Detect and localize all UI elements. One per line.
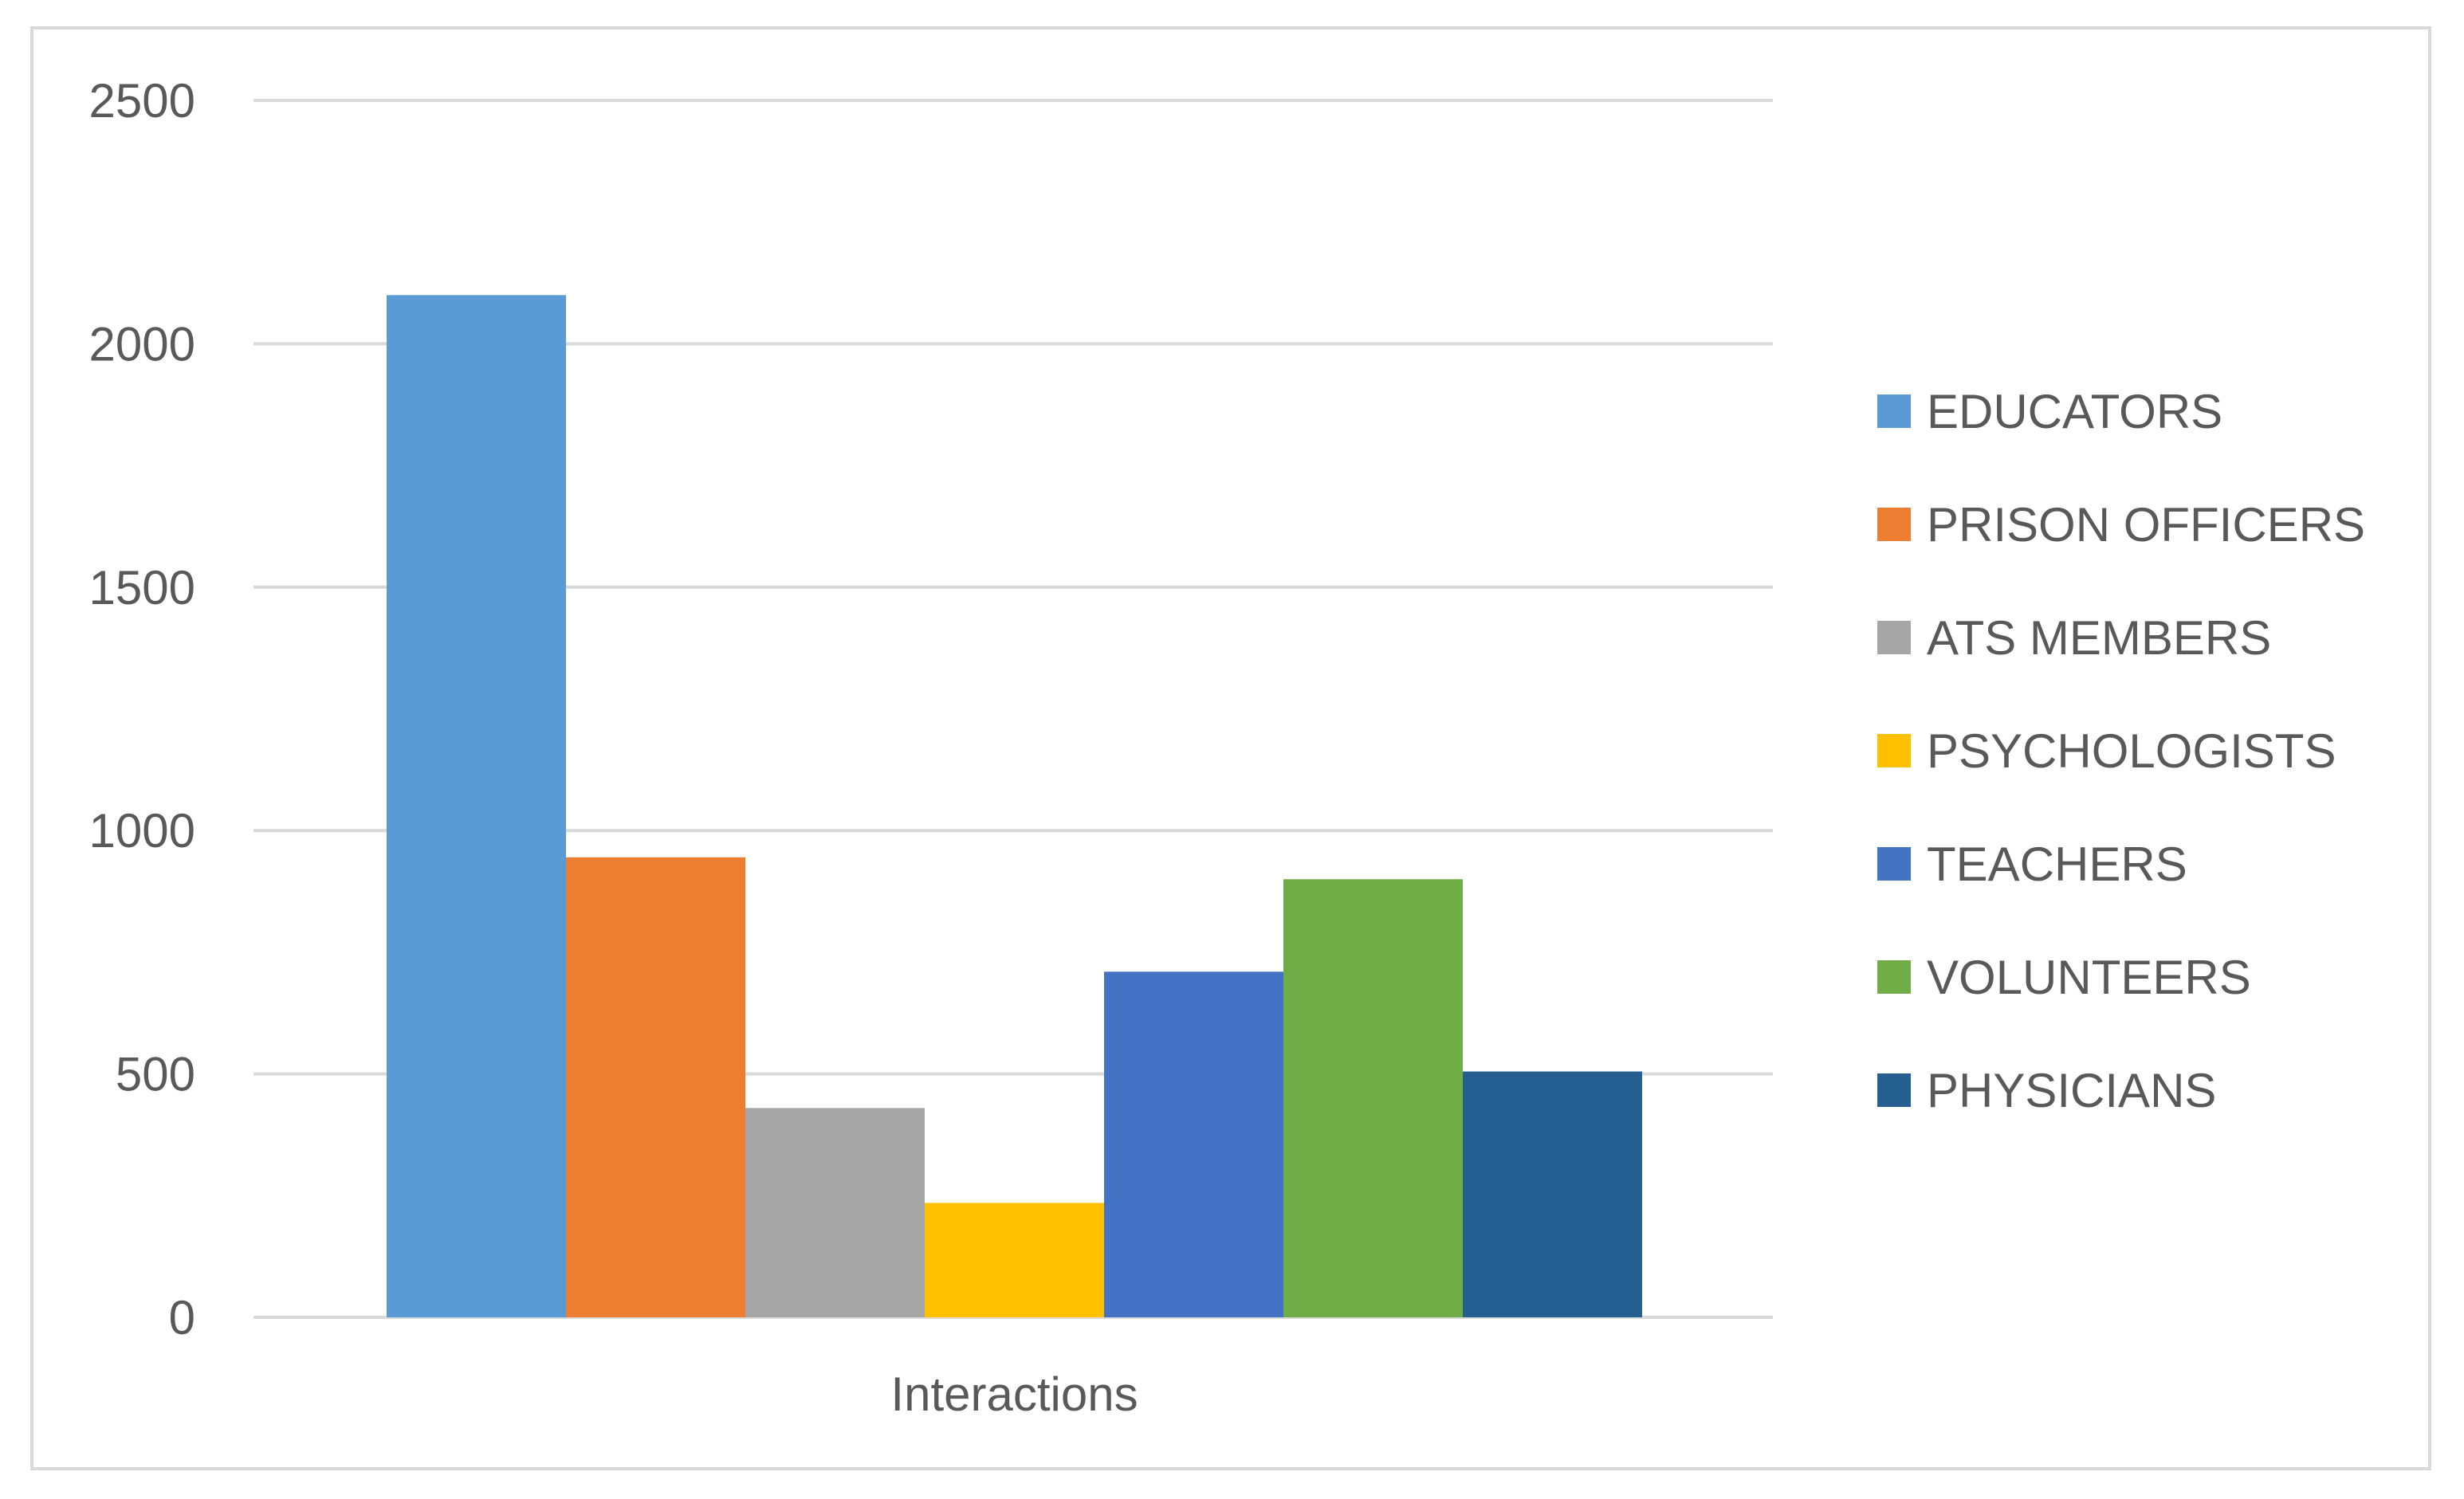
y-tick-label: 1500 (89, 561, 195, 614)
legend-label: VOLUNTEERS (1927, 951, 2251, 1004)
bar-ats-members (745, 1108, 925, 1317)
legend-label: EDUCATORS (1927, 385, 2222, 438)
legend-swatch (1877, 960, 1911, 994)
bar-prison-officers (566, 857, 745, 1317)
legend-label: TEACHERS (1927, 838, 2187, 891)
x-category-label: Interactions (890, 1368, 1138, 1421)
legend-swatch (1877, 508, 1911, 541)
legend-swatch (1877, 1073, 1911, 1107)
y-tick-label: 500 (116, 1048, 195, 1101)
legend-label: PHYSICIANS (1927, 1064, 2216, 1117)
bar-physicians (1463, 1071, 1642, 1317)
x-axis: Interactions (890, 1368, 1138, 1421)
bar-volunteers (1283, 879, 1463, 1317)
y-tick-label: 2500 (89, 74, 195, 128)
y-axis: 0 500 1000 1500 2000 2500 (89, 74, 195, 1344)
legend-label: PSYCHOLOGISTS (1927, 724, 2336, 778)
legend-swatch (1877, 734, 1911, 767)
legend-swatch (1877, 621, 1911, 654)
bar-psychologists (925, 1203, 1104, 1317)
bar-educators (387, 295, 566, 1317)
bar-teachers (1104, 971, 1283, 1317)
bars (387, 295, 1642, 1317)
y-tick-label: 2000 (89, 317, 195, 371)
legend: EDUCATORS PRISON OFFICERS ATS MEMBERS PSYCH… (1877, 385, 2365, 1117)
legend-swatch (1877, 394, 1911, 428)
y-tick-label: 0 (169, 1291, 195, 1344)
legend-label: ATS MEMBERS (1927, 611, 2271, 665)
y-tick-label: 1000 (89, 804, 195, 857)
legend-swatch (1877, 847, 1911, 881)
legend-label: PRISON OFFICERS (1927, 498, 2365, 551)
